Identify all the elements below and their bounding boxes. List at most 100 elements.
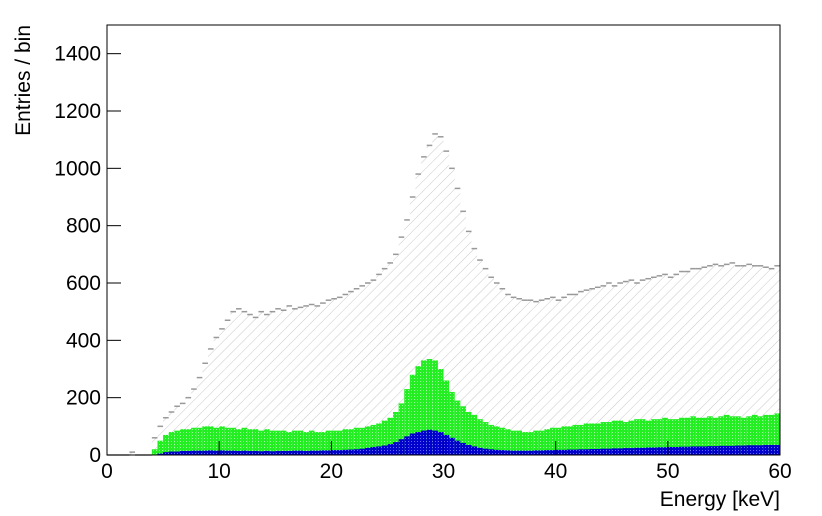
histogram-bar [359, 427, 365, 455]
histogram-bar [544, 429, 551, 455]
histogram-bar [477, 447, 483, 455]
histogram-bar [196, 450, 203, 455]
histogram-bar [606, 448, 612, 455]
histogram-bar [449, 168, 455, 456]
histogram-bar [264, 314, 270, 455]
histogram-bar [342, 294, 349, 455]
histogram-bar [662, 274, 668, 455]
histogram-bar [191, 450, 197, 455]
histogram-bar [488, 424, 494, 455]
histogram-bar [493, 449, 500, 455]
histogram-bar [701, 446, 708, 455]
histogram-bar [522, 300, 528, 455]
histogram-bar [353, 288, 360, 455]
histogram-bar [544, 298, 551, 455]
histogram-bar [746, 445, 752, 455]
histogram-bar [449, 391, 455, 455]
histogram-bar [651, 447, 657, 455]
histogram-bar [168, 432, 175, 455]
histogram-bar [566, 426, 573, 455]
histogram-bar [269, 430, 276, 455]
histogram-bar [746, 416, 752, 455]
histogram-bar [639, 419, 646, 455]
histogram-bar [409, 374, 416, 455]
histogram-bar [449, 437, 455, 455]
histogram-bar [280, 310, 287, 455]
histogram-bar [460, 442, 466, 455]
histogram-bar [426, 145, 433, 455]
histogram-bar [774, 413, 780, 455]
histogram-bar [583, 290, 590, 455]
histogram-bar [763, 267, 769, 455]
histogram-bar [185, 450, 192, 455]
histogram-bar [667, 419, 674, 455]
histogram-bar [656, 419, 663, 455]
histogram-bar [437, 369, 444, 455]
y-tick-label: 0 [89, 444, 101, 467]
histogram-bar [359, 448, 365, 455]
x-tick-label: 30 [432, 460, 455, 483]
histogram-bar [723, 264, 730, 455]
histogram-bar [723, 414, 730, 455]
histogram-bar [348, 429, 354, 455]
histogram-bar [679, 417, 685, 455]
histogram-bar [606, 283, 612, 455]
histogram-bar [235, 429, 242, 455]
histogram-bar [774, 444, 780, 455]
histogram-bar [735, 265, 741, 455]
histogram-bar [617, 448, 623, 455]
histogram-bar [645, 420, 652, 455]
histogram-bar [364, 283, 371, 455]
histogram-bar [191, 427, 197, 455]
y-tick-label: 1200 [54, 100, 101, 123]
histogram-bar [336, 430, 343, 455]
histogram-bar [252, 317, 259, 455]
histogram-bar [527, 300, 534, 455]
histogram-bar [561, 426, 567, 455]
histogram-bar [207, 348, 214, 455]
histogram-bar [387, 444, 394, 455]
histogram-bar [454, 188, 461, 455]
histogram-bar [437, 432, 444, 455]
histogram-bar [583, 449, 590, 455]
histogram-bar [622, 281, 629, 455]
histogram-bar [505, 450, 511, 455]
histogram-bar [342, 429, 349, 455]
histogram-bar [348, 449, 354, 455]
histogram-bar [690, 268, 696, 455]
histogram-bar [443, 434, 450, 455]
histogram-bar [667, 277, 674, 455]
histogram-bar [600, 422, 607, 455]
histogram-bar [471, 248, 478, 455]
histogram-bar [409, 197, 416, 455]
histogram-bar [617, 283, 623, 455]
histogram-bar [359, 285, 365, 455]
histogram-bar [202, 426, 208, 455]
histogram-bar [163, 452, 169, 455]
histogram-bar [600, 285, 607, 455]
histogram-bar [213, 450, 220, 455]
histogram-bar [376, 274, 382, 455]
histogram-bar [275, 308, 281, 455]
histogram-bar [258, 451, 265, 455]
histogram-bar [393, 412, 399, 455]
histogram-bar [292, 450, 298, 455]
x-tick-label: 50 [656, 460, 679, 483]
histogram-bar [174, 430, 180, 455]
histogram-bar [662, 447, 668, 455]
histogram-bar [482, 268, 489, 455]
histogram-bar [168, 451, 175, 455]
histogram-bar [398, 237, 405, 455]
histogram-bar [774, 265, 780, 455]
x-tick-label: 60 [768, 460, 791, 483]
histogram-bar [381, 420, 388, 455]
x-axis-title: Energy [keV] [660, 488, 780, 511]
histogram-bar [376, 423, 382, 455]
histogram-bar [617, 420, 623, 455]
histogram-bar [622, 422, 629, 455]
histogram-bar [269, 451, 276, 455]
histogram-bar [320, 432, 326, 455]
histogram-bar [594, 423, 601, 455]
histogram-bar [516, 430, 523, 455]
histogram-bar [651, 277, 657, 455]
